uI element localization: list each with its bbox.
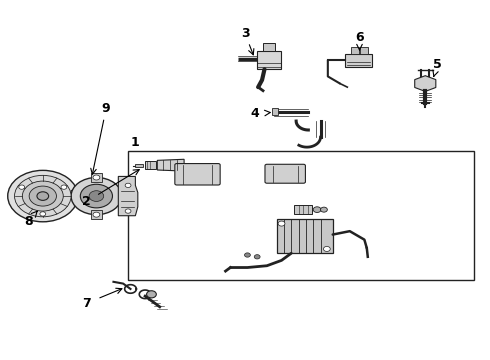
Bar <box>263 43 275 51</box>
Bar <box>345 54 372 67</box>
Circle shape <box>147 291 156 298</box>
Circle shape <box>71 177 122 215</box>
Circle shape <box>125 183 131 188</box>
Circle shape <box>80 184 113 208</box>
Bar <box>272 108 278 114</box>
Bar <box>361 48 368 54</box>
Text: 1: 1 <box>131 136 140 149</box>
Bar <box>91 210 102 219</box>
Text: 9: 9 <box>102 102 110 115</box>
Text: 2: 2 <box>82 195 91 208</box>
Text: 7: 7 <box>82 297 91 310</box>
Circle shape <box>245 253 250 257</box>
Bar <box>257 51 281 69</box>
Circle shape <box>89 191 104 202</box>
Circle shape <box>125 209 131 213</box>
Polygon shape <box>157 159 184 171</box>
Circle shape <box>323 247 330 251</box>
Text: 8: 8 <box>24 215 32 228</box>
Polygon shape <box>71 187 79 198</box>
Circle shape <box>320 207 327 212</box>
FancyBboxPatch shape <box>265 164 305 183</box>
Circle shape <box>40 212 46 216</box>
Polygon shape <box>415 76 436 91</box>
Bar <box>145 161 156 169</box>
Bar <box>351 48 359 54</box>
FancyBboxPatch shape <box>175 163 220 185</box>
Bar <box>294 205 312 214</box>
Text: 5: 5 <box>433 58 442 72</box>
Circle shape <box>19 185 25 189</box>
Circle shape <box>37 192 49 201</box>
Circle shape <box>93 175 100 180</box>
Circle shape <box>93 212 100 217</box>
Circle shape <box>254 255 260 259</box>
Bar <box>277 219 333 253</box>
Circle shape <box>15 175 71 217</box>
Circle shape <box>278 221 285 226</box>
Circle shape <box>8 170 78 222</box>
Circle shape <box>29 186 56 206</box>
Text: 4: 4 <box>250 107 259 120</box>
Text: 6: 6 <box>355 31 364 44</box>
Bar <box>91 173 102 182</box>
Circle shape <box>23 181 63 211</box>
Polygon shape <box>135 164 143 167</box>
Bar <box>128 152 474 280</box>
Text: 3: 3 <box>241 27 249 40</box>
Circle shape <box>61 185 67 189</box>
Polygon shape <box>118 176 138 216</box>
Circle shape <box>313 207 321 212</box>
